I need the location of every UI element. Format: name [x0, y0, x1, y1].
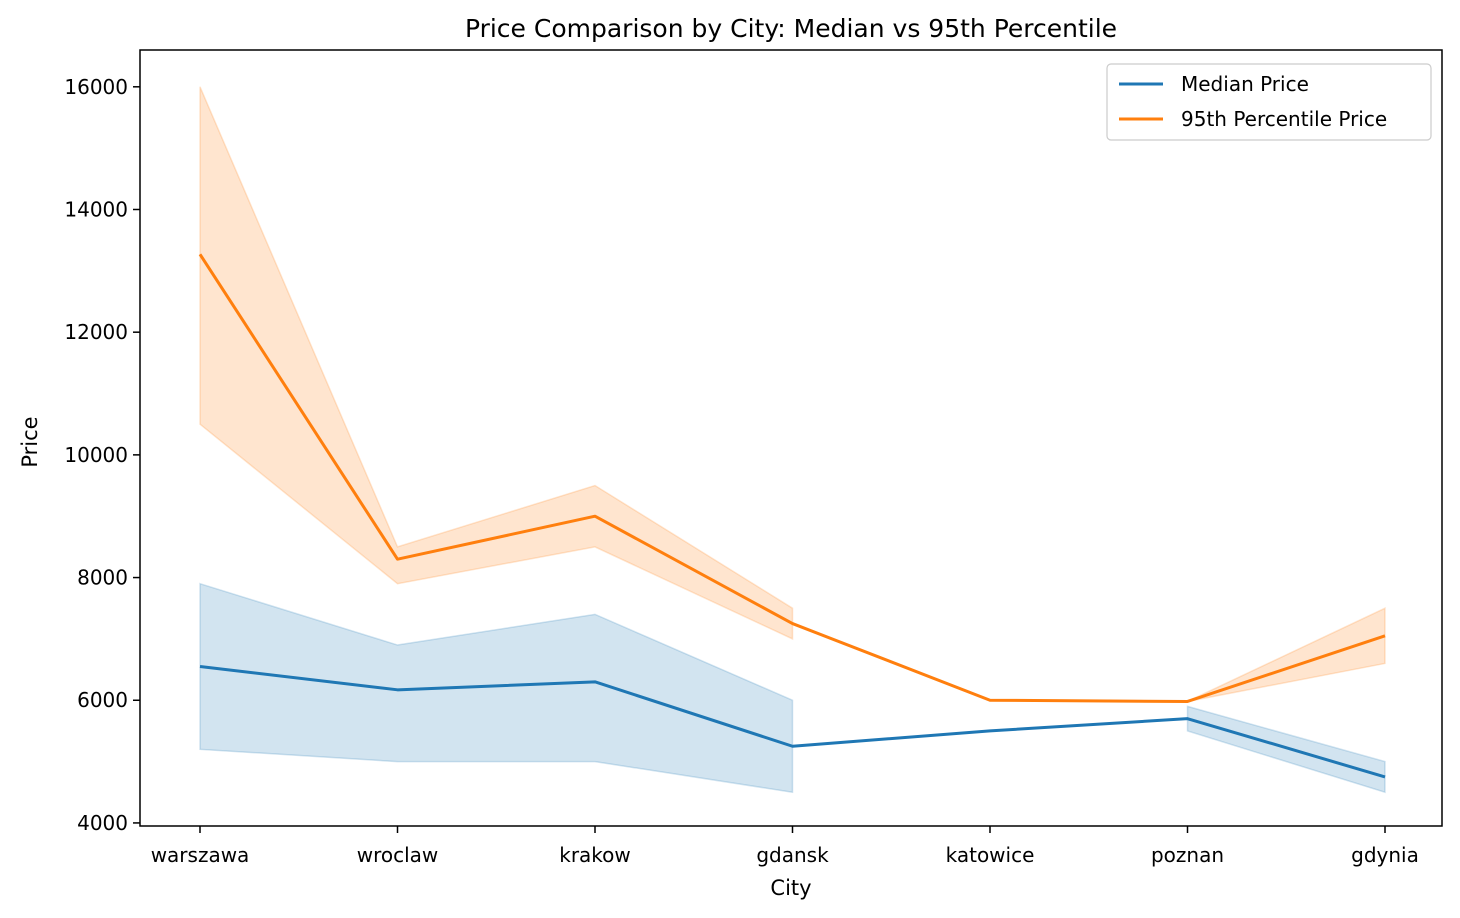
- x-tick-label-krakow: krakow: [559, 843, 631, 867]
- x-tick-label-warszawa: warszawa: [151, 843, 250, 867]
- plot-frame: [139, 49, 1443, 827]
- line-95th-percentile-price: [198, 253, 1386, 703]
- legend-label-median: Median Price: [1181, 72, 1309, 96]
- y-tick-label-10000: 10000: [64, 443, 128, 467]
- chart-title: Price Comparison by City: Median vs 95th…: [465, 14, 1117, 43]
- x-tick-label-wroclaw: wroclaw: [357, 843, 439, 867]
- y-tick-label-14000: 14000: [64, 197, 128, 221]
- y-axis-label: Price: [18, 416, 42, 467]
- band-95th-percentile-price-1: [1187, 607, 1386, 703]
- x-axis-label: City: [770, 876, 811, 900]
- y-tick-label-8000: 8000: [77, 566, 128, 590]
- y-tick-label-16000: 16000: [64, 75, 128, 99]
- y-axis-ticks: 4000 6000 8000 10000 12000 14000 16000: [64, 75, 140, 835]
- y-tick-label-12000: 12000: [64, 320, 128, 344]
- x-axis-ticks: warszawa wroclaw krakow gdansk katowice pozna…: [151, 826, 1419, 867]
- legend: Median Price 95th Percentile Price: [1106, 63, 1432, 141]
- legend-box: [1106, 63, 1432, 141]
- y-tick-label-4000: 4000: [77, 811, 128, 835]
- x-tick-label-gdynia: gdynia: [1351, 843, 1419, 867]
- x-tick-label-katowice: katowice: [946, 843, 1035, 867]
- line-median-price: [199, 665, 1386, 779]
- x-tick-label-gdansk: gdansk: [756, 843, 829, 867]
- y-tick-label-6000: 6000: [77, 688, 128, 712]
- band-median-price-0: [199, 582, 794, 794]
- band-95th-percentile-price-0: [199, 86, 794, 641]
- confidence-bands: [199, 86, 1386, 794]
- series-lines: [198, 253, 1386, 779]
- legend-label-95th: 95th Percentile Price: [1181, 107, 1387, 131]
- x-tick-label-poznan: poznan: [1151, 843, 1224, 867]
